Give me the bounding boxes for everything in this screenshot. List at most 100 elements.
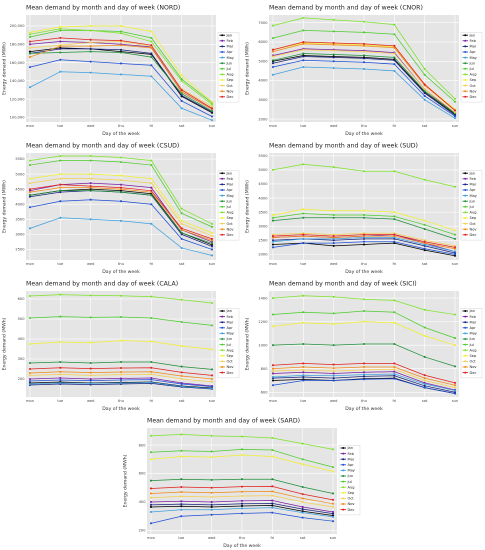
data-point-nov xyxy=(302,365,305,369)
legend-marker xyxy=(342,491,345,494)
data-point-jul xyxy=(302,29,305,32)
data-point-dec xyxy=(302,40,305,44)
data-point-sep xyxy=(302,208,305,211)
data-point-jun xyxy=(301,485,304,489)
data-point-jul xyxy=(423,223,426,226)
data-point-sep xyxy=(59,340,62,344)
y-axis-label: Energy demand (MWh) xyxy=(2,317,8,370)
x-tick-label: sun xyxy=(209,262,215,266)
data-point-may xyxy=(271,375,275,379)
legend-label-jun: Jun xyxy=(469,199,476,203)
legend-marker xyxy=(221,34,224,37)
legend-marker xyxy=(464,84,467,87)
data-point-may xyxy=(423,382,426,386)
legend-marker xyxy=(342,458,345,461)
data-point-sep xyxy=(332,209,335,212)
data-point-aug xyxy=(362,170,366,173)
legend-label-feb: Feb xyxy=(227,177,234,181)
legend-label-aug: Aug xyxy=(470,73,477,77)
data-point-aug xyxy=(150,40,153,43)
legend-label-jun: Jun xyxy=(226,199,233,203)
chart-nord: Mean demand by month and day of week (NO… xyxy=(2,5,240,137)
legend-label-nov: Nov xyxy=(470,227,478,231)
data-point-jun xyxy=(180,365,183,368)
x-axis-label: Day of the week xyxy=(102,269,140,275)
data-point-nov xyxy=(210,239,214,242)
data-point-nov xyxy=(28,56,32,59)
legend-marker xyxy=(221,211,224,214)
data-point-apr xyxy=(150,378,153,381)
data-point-sep xyxy=(331,470,335,473)
data-point-jan xyxy=(240,504,244,508)
data-point-oct xyxy=(150,182,153,185)
legend-label-jul: Jul xyxy=(226,67,231,71)
legend-marker xyxy=(464,332,467,335)
chart-title: Mean demand by month and day of week (NO… xyxy=(26,5,180,12)
data-point-nov xyxy=(59,45,62,48)
data-point-aug xyxy=(59,154,62,158)
x-axis-label: Day of the week xyxy=(223,543,261,549)
data-point-aug xyxy=(240,435,244,438)
data-point-mar xyxy=(301,508,304,511)
x-axis-label: Day of the week xyxy=(102,131,140,137)
data-point-sep xyxy=(59,173,62,176)
legend-label-jan: Jan xyxy=(469,33,476,37)
data-point-may xyxy=(271,506,274,509)
data-point-jul xyxy=(362,213,366,216)
data-point-apr xyxy=(119,378,123,382)
data-point-nov xyxy=(180,228,183,231)
data-point-jun xyxy=(28,361,32,365)
legend-label-dec: Dec xyxy=(470,95,477,99)
data-point-sep xyxy=(271,213,275,216)
legend-label-jan: Jan xyxy=(347,446,354,450)
data-point-sep xyxy=(271,325,275,328)
data-point-feb xyxy=(59,40,62,43)
legend-label-may: May xyxy=(227,56,235,60)
data-point-sep xyxy=(180,455,183,458)
data-point-feb xyxy=(271,372,275,375)
data-point-aug xyxy=(89,154,92,158)
y-tick-label: 5500 xyxy=(15,157,25,161)
data-point-aug xyxy=(210,434,213,437)
legend-label-dec: Dec xyxy=(227,371,234,375)
data-point-oct xyxy=(28,182,32,185)
x-tick-label: fri xyxy=(149,124,153,128)
data-point-aug xyxy=(59,293,62,296)
data-point-feb xyxy=(119,183,123,186)
data-point-dec xyxy=(210,107,214,110)
legend-marker xyxy=(221,62,224,65)
data-point-jun xyxy=(271,344,275,347)
data-point-dec xyxy=(150,189,153,192)
data-point-mar xyxy=(240,502,244,505)
legend-marker xyxy=(464,354,467,357)
y-tick-label: 3000 xyxy=(258,98,268,102)
legend-label-may: May xyxy=(227,332,235,336)
data-point-feb xyxy=(332,372,335,375)
data-point-jul xyxy=(271,37,275,40)
data-point-jun xyxy=(332,53,335,56)
legend-marker xyxy=(464,172,467,175)
y-axis-label: Energy demand (MWh) xyxy=(123,454,129,507)
data-point-jul xyxy=(89,316,92,319)
data-point-jul xyxy=(119,160,123,164)
y-tick-label: 800 xyxy=(139,443,147,447)
data-point-jul xyxy=(362,31,366,34)
data-point-nov xyxy=(302,42,305,45)
data-point-aug xyxy=(271,24,275,27)
legend-label-sep: Sep xyxy=(470,216,477,220)
data-point-sep xyxy=(28,31,32,34)
data-point-may xyxy=(149,510,153,513)
y-tick-label: 300 xyxy=(18,357,26,361)
legend-label-jan: Jan xyxy=(469,171,476,175)
data-point-dec xyxy=(119,39,123,42)
data-point-aug xyxy=(423,308,426,311)
data-point-apr xyxy=(393,63,396,66)
data-point-may xyxy=(28,382,32,386)
legend-marker xyxy=(464,321,467,324)
data-point-jun xyxy=(119,51,123,54)
data-point-dec xyxy=(180,371,183,374)
legend-marker xyxy=(464,217,467,219)
data-point-apr xyxy=(453,115,457,118)
legend-marker xyxy=(464,233,467,236)
legend-label-apr: Apr xyxy=(227,326,234,330)
